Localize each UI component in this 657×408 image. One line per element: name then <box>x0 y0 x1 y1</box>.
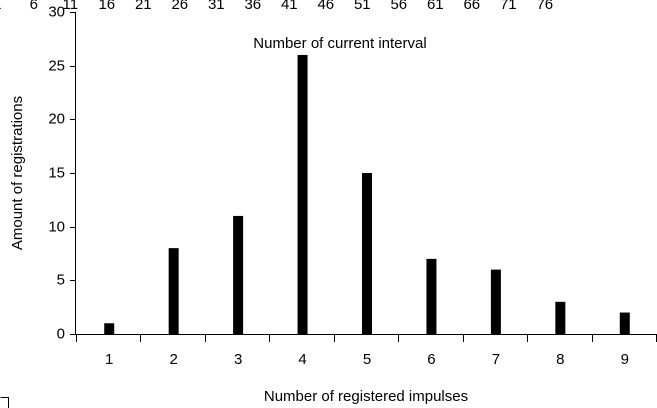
bar <box>233 215 244 334</box>
x2-tick-label: 51 <box>354 0 371 13</box>
x2-tick-label: 76 <box>536 0 553 13</box>
x2-tick-label: 16 <box>98 0 115 13</box>
y-tick-label: 30 <box>48 3 65 20</box>
x-axis-title: Number of registered impulses <box>264 388 468 405</box>
x2-tick-label: 11 <box>63 0 79 13</box>
x2-tick-label: 36 <box>244 0 261 13</box>
x-tick-label: 4 <box>298 351 306 368</box>
x2-tick-label: 31 <box>208 0 225 13</box>
x-tick-label: 5 <box>363 351 371 368</box>
x-tick-label: 1 <box>105 351 113 368</box>
x-tick-label: 2 <box>169 351 177 368</box>
y-axis-title: Amount of registrations <box>9 96 26 250</box>
x-tick-label: 7 <box>492 351 500 368</box>
y-tick-label: 20 <box>48 110 65 127</box>
bar <box>619 312 630 334</box>
x2-tick-label: 1 <box>0 0 1 13</box>
x-tick-label: 9 <box>621 351 629 368</box>
bar <box>297 54 308 334</box>
bar <box>168 248 179 334</box>
y-tick-label: 15 <box>48 164 65 181</box>
x2-tick-label: 21 <box>135 0 152 13</box>
x2-tick-label: 61 <box>427 0 444 13</box>
y-tick-label: 10 <box>48 218 65 235</box>
y-tick-label: 0 <box>57 325 65 342</box>
x-tick-label: 3 <box>234 351 242 368</box>
x-tick-label: 6 <box>427 351 435 368</box>
x2-tick-label: 66 <box>463 0 480 13</box>
corner-mark <box>0 397 9 408</box>
y-tick-label: 25 <box>48 57 65 74</box>
bar <box>104 323 115 334</box>
y-tick-label: 5 <box>57 271 65 288</box>
bar <box>490 269 501 334</box>
x2-tick-label: 71 <box>500 0 517 13</box>
top-axis-title: Number of current interval <box>253 35 426 52</box>
x-tick-label: 8 <box>556 351 564 368</box>
bar <box>426 258 437 334</box>
x2-tick-label: 46 <box>317 0 334 13</box>
bar <box>555 301 566 334</box>
x2-tick-label: 26 <box>171 0 188 13</box>
x2-tick-label: 6 <box>30 0 38 13</box>
x2-tick-label: 56 <box>390 0 407 13</box>
x2-tick-label: 41 <box>281 0 298 13</box>
bar <box>362 173 372 334</box>
